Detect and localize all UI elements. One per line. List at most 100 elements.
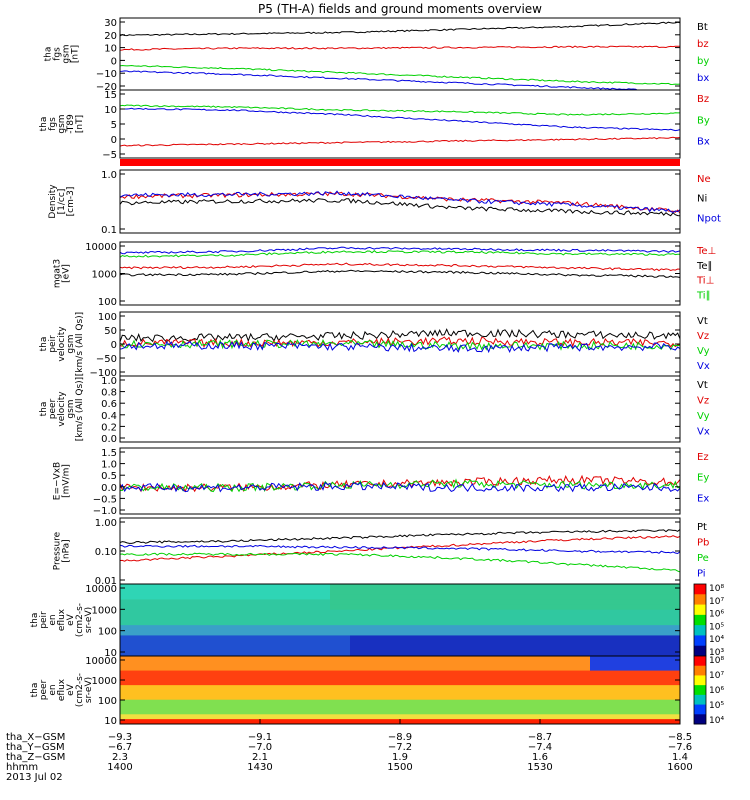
heatmap-cell bbox=[210, 614, 221, 621]
heatmap-cell bbox=[240, 665, 251, 672]
heatmap-cell bbox=[400, 589, 411, 595]
heatmap-cell bbox=[620, 640, 631, 647]
heatmap-cell bbox=[510, 685, 521, 691]
x-axis-value: 2.1 bbox=[252, 752, 268, 763]
heatmap-cell bbox=[330, 594, 341, 601]
heatmap-cell bbox=[160, 625, 171, 631]
heatmap-cell bbox=[510, 630, 521, 637]
heatmap-cell bbox=[610, 650, 621, 656]
heatmap-cell bbox=[230, 660, 241, 667]
heatmap-cell bbox=[280, 650, 291, 656]
colorbar-segment bbox=[694, 584, 706, 595]
heatmap-cell bbox=[160, 635, 171, 642]
heatmap-cell bbox=[560, 699, 571, 706]
heatmap-cell bbox=[650, 694, 661, 701]
heatmap-cell bbox=[590, 656, 601, 662]
heatmap-cell bbox=[130, 614, 141, 621]
heatmap-cell bbox=[150, 665, 161, 672]
heatmap-cell bbox=[420, 635, 431, 642]
heatmap-cell bbox=[230, 675, 241, 681]
heatmap-cell bbox=[430, 714, 441, 720]
heatmap-cell bbox=[380, 645, 391, 652]
heatmap-cell bbox=[510, 625, 521, 631]
heatmap-cell bbox=[610, 645, 621, 652]
heatmap-cell bbox=[260, 609, 271, 616]
heatmap-cell bbox=[570, 614, 581, 621]
heatmap-cell bbox=[440, 665, 451, 672]
heatmap-cell bbox=[170, 675, 181, 681]
heatmap-cell bbox=[140, 675, 151, 681]
heatmap-cell bbox=[410, 680, 421, 686]
heatmap-cell bbox=[170, 656, 181, 662]
legend-label: Vx bbox=[697, 427, 710, 438]
heatmap-cell bbox=[480, 704, 491, 711]
legend-label: Te∥ bbox=[696, 261, 713, 272]
heatmap-cell bbox=[140, 670, 151, 677]
y-tick-label: 10000 bbox=[85, 656, 117, 667]
heatmap-cell bbox=[300, 640, 311, 647]
heatmap-cell bbox=[460, 694, 471, 701]
x-axis-value: −7.0 bbox=[248, 742, 272, 753]
heatmap-cell bbox=[420, 594, 431, 601]
heatmap-cell bbox=[210, 704, 221, 711]
heatmap-cell bbox=[630, 694, 641, 701]
colorbar-tick-label: 10³ bbox=[709, 648, 724, 658]
heatmap-cell bbox=[290, 719, 301, 724]
heatmap-cell bbox=[270, 675, 281, 681]
heatmap-cell bbox=[210, 709, 221, 715]
heatmap-cell bbox=[470, 665, 481, 672]
heatmap-cell bbox=[220, 680, 231, 686]
heatmap-cell bbox=[300, 670, 311, 677]
heatmap-cell bbox=[590, 685, 601, 691]
heatmap-cell bbox=[580, 714, 591, 720]
heatmap-cell bbox=[280, 635, 291, 642]
heatmap-cell bbox=[630, 656, 641, 662]
heatmap-cell bbox=[540, 660, 551, 667]
heatmap-cell bbox=[410, 690, 421, 696]
heatmap-cell bbox=[160, 675, 171, 681]
heatmap-cell bbox=[350, 589, 361, 595]
heatmap-cell bbox=[410, 630, 421, 637]
heatmap-cell bbox=[530, 594, 541, 601]
heatmap-cell bbox=[230, 690, 241, 696]
heatmap-cell bbox=[590, 594, 601, 601]
heatmap-cell bbox=[450, 630, 461, 637]
heatmap-cell bbox=[320, 680, 331, 686]
heatmap-cell bbox=[200, 694, 211, 701]
heatmap-cell bbox=[580, 685, 591, 691]
heatmap-cell bbox=[370, 594, 381, 601]
heatmap-cell bbox=[590, 584, 601, 590]
heatmap-cell bbox=[480, 675, 491, 681]
heatmap-cell bbox=[180, 690, 191, 696]
heatmap-cell bbox=[140, 704, 151, 711]
heatmap-cell bbox=[240, 656, 251, 662]
heatmap-cell bbox=[180, 719, 191, 724]
heatmap-cell bbox=[180, 685, 191, 691]
heatmap-cell bbox=[470, 694, 481, 701]
heatmap-cell bbox=[250, 594, 261, 601]
heatmap-cell bbox=[400, 709, 411, 715]
heatmap-cell bbox=[430, 660, 441, 667]
heatmap-cell bbox=[220, 660, 231, 667]
heatmap-cell bbox=[570, 584, 581, 590]
heatmap-cell bbox=[220, 704, 231, 711]
y-axis-label: en bbox=[48, 684, 58, 695]
heatmap-cell bbox=[330, 609, 341, 616]
heatmap-cell bbox=[490, 599, 501, 606]
heatmap-cell bbox=[320, 594, 331, 601]
heatmap-cell bbox=[640, 709, 651, 715]
heatmap-cell bbox=[480, 694, 491, 701]
heatmap-cell bbox=[670, 709, 680, 715]
heatmap-cell bbox=[240, 699, 251, 706]
heatmap-cell bbox=[290, 594, 301, 601]
series-lines bbox=[120, 21, 680, 90]
heatmap-cell bbox=[640, 640, 651, 647]
heatmap-cell bbox=[240, 635, 251, 642]
heatmap-cell bbox=[130, 656, 141, 662]
heatmap-cell bbox=[590, 630, 601, 637]
heatmap-cell bbox=[540, 680, 551, 686]
heatmap-cell bbox=[500, 704, 511, 711]
heatmap-cell bbox=[540, 670, 551, 677]
heatmap-cell bbox=[380, 604, 391, 611]
